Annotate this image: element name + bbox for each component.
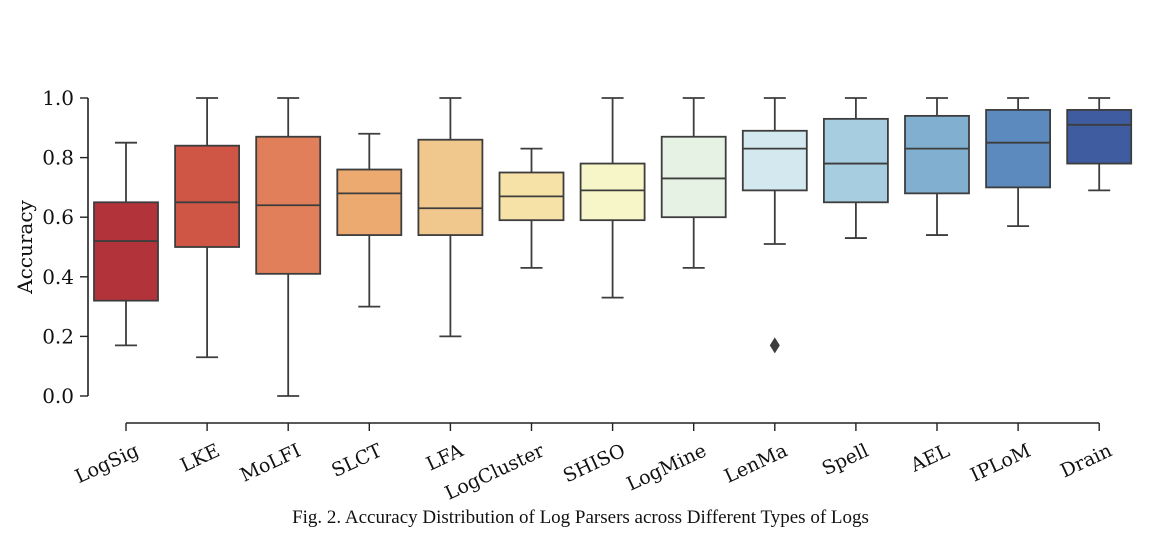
box-body [660, 135, 727, 219]
box-slct [336, 132, 403, 308]
x-tick-label: MoLFI [237, 440, 304, 487]
y-axis: 0.0 0.2 0.4 0.6 0.8 1.0 [42, 86, 89, 408]
box-body [417, 138, 484, 236]
box-body [93, 201, 159, 302]
box-body [174, 144, 241, 248]
y-tick-label: 0.4 [42, 265, 74, 289]
x-tick-label: Drain [1057, 440, 1115, 483]
x-tick-label: SHISO [560, 440, 629, 488]
box-lfa [417, 97, 484, 338]
box-spell [823, 97, 889, 239]
y-tick-label: 0.2 [42, 324, 74, 348]
x-tick-label: LogMine [623, 440, 710, 496]
x-tick-label: Spell [819, 440, 872, 480]
y-axis-title: Accuracy [13, 199, 37, 294]
box-logcluster [498, 147, 565, 269]
x-tick-label: IPLoM [967, 440, 1034, 487]
box-body [579, 162, 646, 222]
box-body [985, 109, 1051, 189]
box-lke [174, 97, 241, 359]
box-logmine [660, 97, 727, 269]
box-lenma [741, 97, 808, 354]
y-tick-label: 0.8 [42, 146, 74, 170]
x-tick-label: LogSig [72, 440, 142, 488]
y-tick-label: 0.0 [42, 384, 74, 408]
box-shiso [579, 97, 646, 299]
box-molfi [255, 97, 322, 397]
y-tick-label: 0.6 [42, 205, 74, 229]
box-iplom [985, 97, 1051, 228]
box-body [1066, 109, 1133, 165]
x-tick-label: LKE [177, 440, 223, 477]
x-tick-label: SLCT [328, 439, 385, 481]
x-tick-label: LFA [423, 439, 467, 475]
boxes-layer [93, 97, 1133, 397]
x-tick-label: LenMa [721, 440, 791, 488]
box-body [336, 168, 403, 236]
box-logsig [93, 141, 159, 347]
y-tick-label: 1.0 [42, 86, 74, 110]
figure-caption: Fig. 2. Accuracy Distribution of Log Par… [292, 507, 869, 528]
box-body [904, 114, 970, 195]
box-body [823, 117, 889, 204]
box-ael [904, 97, 970, 236]
box-drain [1066, 97, 1133, 192]
box-body [741, 129, 808, 192]
x-tick-label: AEL [906, 439, 953, 477]
outlier-marker [769, 337, 780, 354]
